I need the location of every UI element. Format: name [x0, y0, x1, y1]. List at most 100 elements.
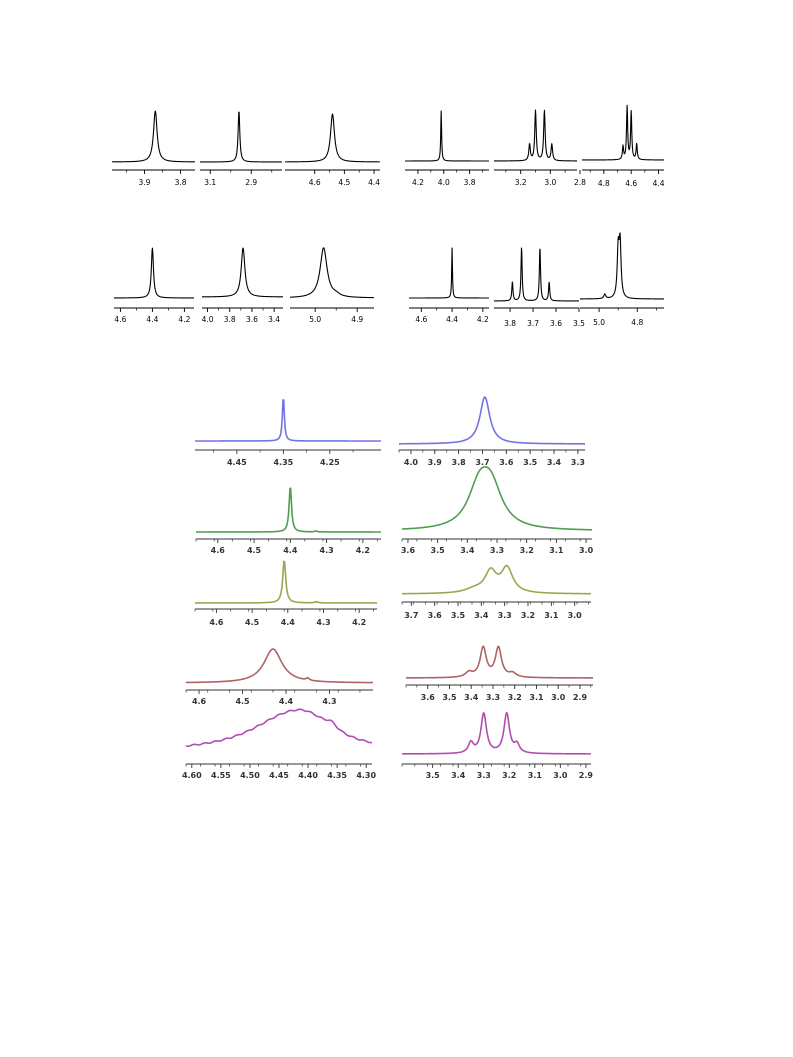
tick-label: 4.2: [178, 315, 190, 324]
spectrum-trace: [289, 247, 375, 299]
tick-label: 4.6: [309, 178, 321, 187]
tick-label: 3.5: [451, 611, 466, 620]
tick-label: 4.8: [598, 179, 610, 188]
tick-label: 4.25: [320, 458, 340, 467]
spectrum-trace: [401, 564, 592, 595]
tick-label: 4.45: [269, 771, 289, 780]
tick-label: 4.6: [192, 697, 207, 706]
tick-label: 4.3: [322, 697, 336, 706]
tick-label: 3.5: [442, 693, 457, 702]
spectrum-panel: 4.60 4.55 4.50 4.45 4.40 4.35 4.30: [182, 708, 376, 780]
tick-label: 4.4: [146, 315, 158, 324]
tick-label: 4.55: [211, 771, 231, 780]
tick-label: 3.4: [464, 693, 479, 702]
tick-label: 4.45: [227, 458, 247, 467]
tick-label: 3.5: [523, 458, 538, 467]
tick-label: 2.9: [573, 693, 588, 702]
tick-label: 3.0: [551, 693, 566, 702]
tick-label: 4.3: [316, 618, 330, 627]
spectrum-trace: [579, 232, 665, 300]
spectrum-panel: 3.6 3.5 3.4 3.3 3.2 3.1 3.0 2.9: [405, 645, 594, 702]
tick-label: 4.9: [351, 315, 363, 324]
spectrum-trace: [405, 645, 594, 679]
tick-label: 4.5: [247, 546, 262, 555]
tick-label: 4.40: [298, 771, 318, 780]
spectrum-panel: 4.6 4.5 4.4 4.3 4.2: [194, 560, 378, 627]
tick-label: 4.6: [209, 618, 224, 627]
tick-label: 5.0: [593, 318, 605, 327]
tick-label: 4.0: [202, 315, 214, 324]
tick-label: 4.4: [446, 315, 458, 324]
spectrum-trace: [185, 708, 373, 747]
tick-label: 3.3: [477, 771, 491, 780]
tick-label: 2.8: [574, 178, 586, 187]
tick-label: 4.35: [273, 458, 293, 467]
spectrum-trace: [401, 711, 592, 755]
tick-label: 3.8: [464, 178, 476, 187]
spectrum-trace: [581, 104, 665, 161]
tick-label: 3.8: [224, 315, 236, 324]
spectrum-trace: [493, 247, 580, 302]
spectrum-trace: [408, 247, 490, 299]
tick-label: 4.5: [338, 178, 350, 187]
spectrum-panel: 5.0 4.8: [579, 232, 665, 327]
tick-label: 4.30: [356, 771, 376, 780]
tick-label: 4.6: [211, 546, 226, 555]
spectrum-panel: 4.6 4.4 4.2: [113, 247, 195, 324]
tick-label: 4.35: [327, 771, 347, 780]
tick-label: 3.1: [549, 546, 564, 555]
tick-label: 4.50: [240, 771, 260, 780]
spectrum-panel: 5.0 4.9: [289, 247, 375, 324]
tick-label: 3.2: [515, 178, 527, 187]
tick-label: 4.4: [279, 697, 294, 706]
tick-label: 3.8: [175, 178, 187, 187]
tick-label: 4.60: [182, 771, 202, 780]
tick-label: 3.6: [499, 458, 514, 467]
tick-label: 3.9: [428, 458, 443, 467]
tick-label: 3.5: [426, 771, 441, 780]
tick-label: 4.4: [283, 546, 298, 555]
tick-label: 4.2: [412, 178, 424, 187]
tick-label: 3.6: [246, 315, 258, 324]
tick-label: 4.6: [415, 315, 427, 324]
spectrum-panel: 4.2 4.0 3.8: [404, 110, 490, 187]
spectrum-panel: 3.2 3.0 2.8: [493, 109, 586, 187]
tick-label: 3.6: [421, 693, 436, 702]
tick-label: 3.4: [451, 771, 466, 780]
tick-label: 3.0: [568, 611, 583, 620]
tick-label: 3.9: [139, 178, 151, 187]
spectrum-trace: [404, 110, 490, 162]
tick-label: 3.0: [553, 771, 568, 780]
spectrum-trace: [201, 247, 284, 298]
spectrum-panel: 4.45 4.35 4.25: [194, 399, 382, 467]
spectrum-panel: 3.1 2.9: [199, 111, 283, 187]
spectrum-trace: [111, 110, 196, 163]
tick-label: 3.7: [404, 611, 418, 620]
spectrum-trace: [401, 466, 593, 531]
tick-label: 3.4: [474, 611, 489, 620]
tick-label: 3.4: [268, 315, 280, 324]
tick-label: 3.3: [490, 546, 504, 555]
tick-label: 3.7: [475, 458, 489, 467]
tick-label: 3.6: [401, 546, 416, 555]
tick-label: 4.2: [352, 618, 366, 627]
tick-label: 3.0: [544, 178, 556, 187]
tick-label: 4.2: [356, 546, 370, 555]
spectrum-panel: 4.6 4.4 4.2: [408, 247, 490, 324]
spectrum-panel: 3.8 3.7 3.6 3.5: [493, 247, 585, 328]
spectrum-trace: [284, 113, 381, 163]
spectrum-panel: 3.7 3.6 3.5 3.4 3.3 3.2 3.1 3.0: [401, 564, 592, 620]
tick-label: 2.9: [245, 178, 257, 187]
spectrum-panel: 4.6 4.5 4.4 4.3 4.2: [195, 487, 382, 555]
spectrum-trace: [113, 247, 195, 299]
tick-label: 4.8: [631, 318, 643, 327]
tick-label: 3.1: [528, 771, 543, 780]
tick-label: 3.2: [508, 693, 522, 702]
tick-label: 4.4: [368, 178, 380, 187]
tick-label: 4.4: [281, 618, 296, 627]
tick-label: 4.3: [320, 546, 334, 555]
tick-label: 2.9: [579, 771, 594, 780]
tick-label: 3.8: [452, 458, 467, 467]
spectrum-panel: 3.6 3.5 3.4 3.3 3.2 3.1 3.0: [401, 466, 594, 555]
